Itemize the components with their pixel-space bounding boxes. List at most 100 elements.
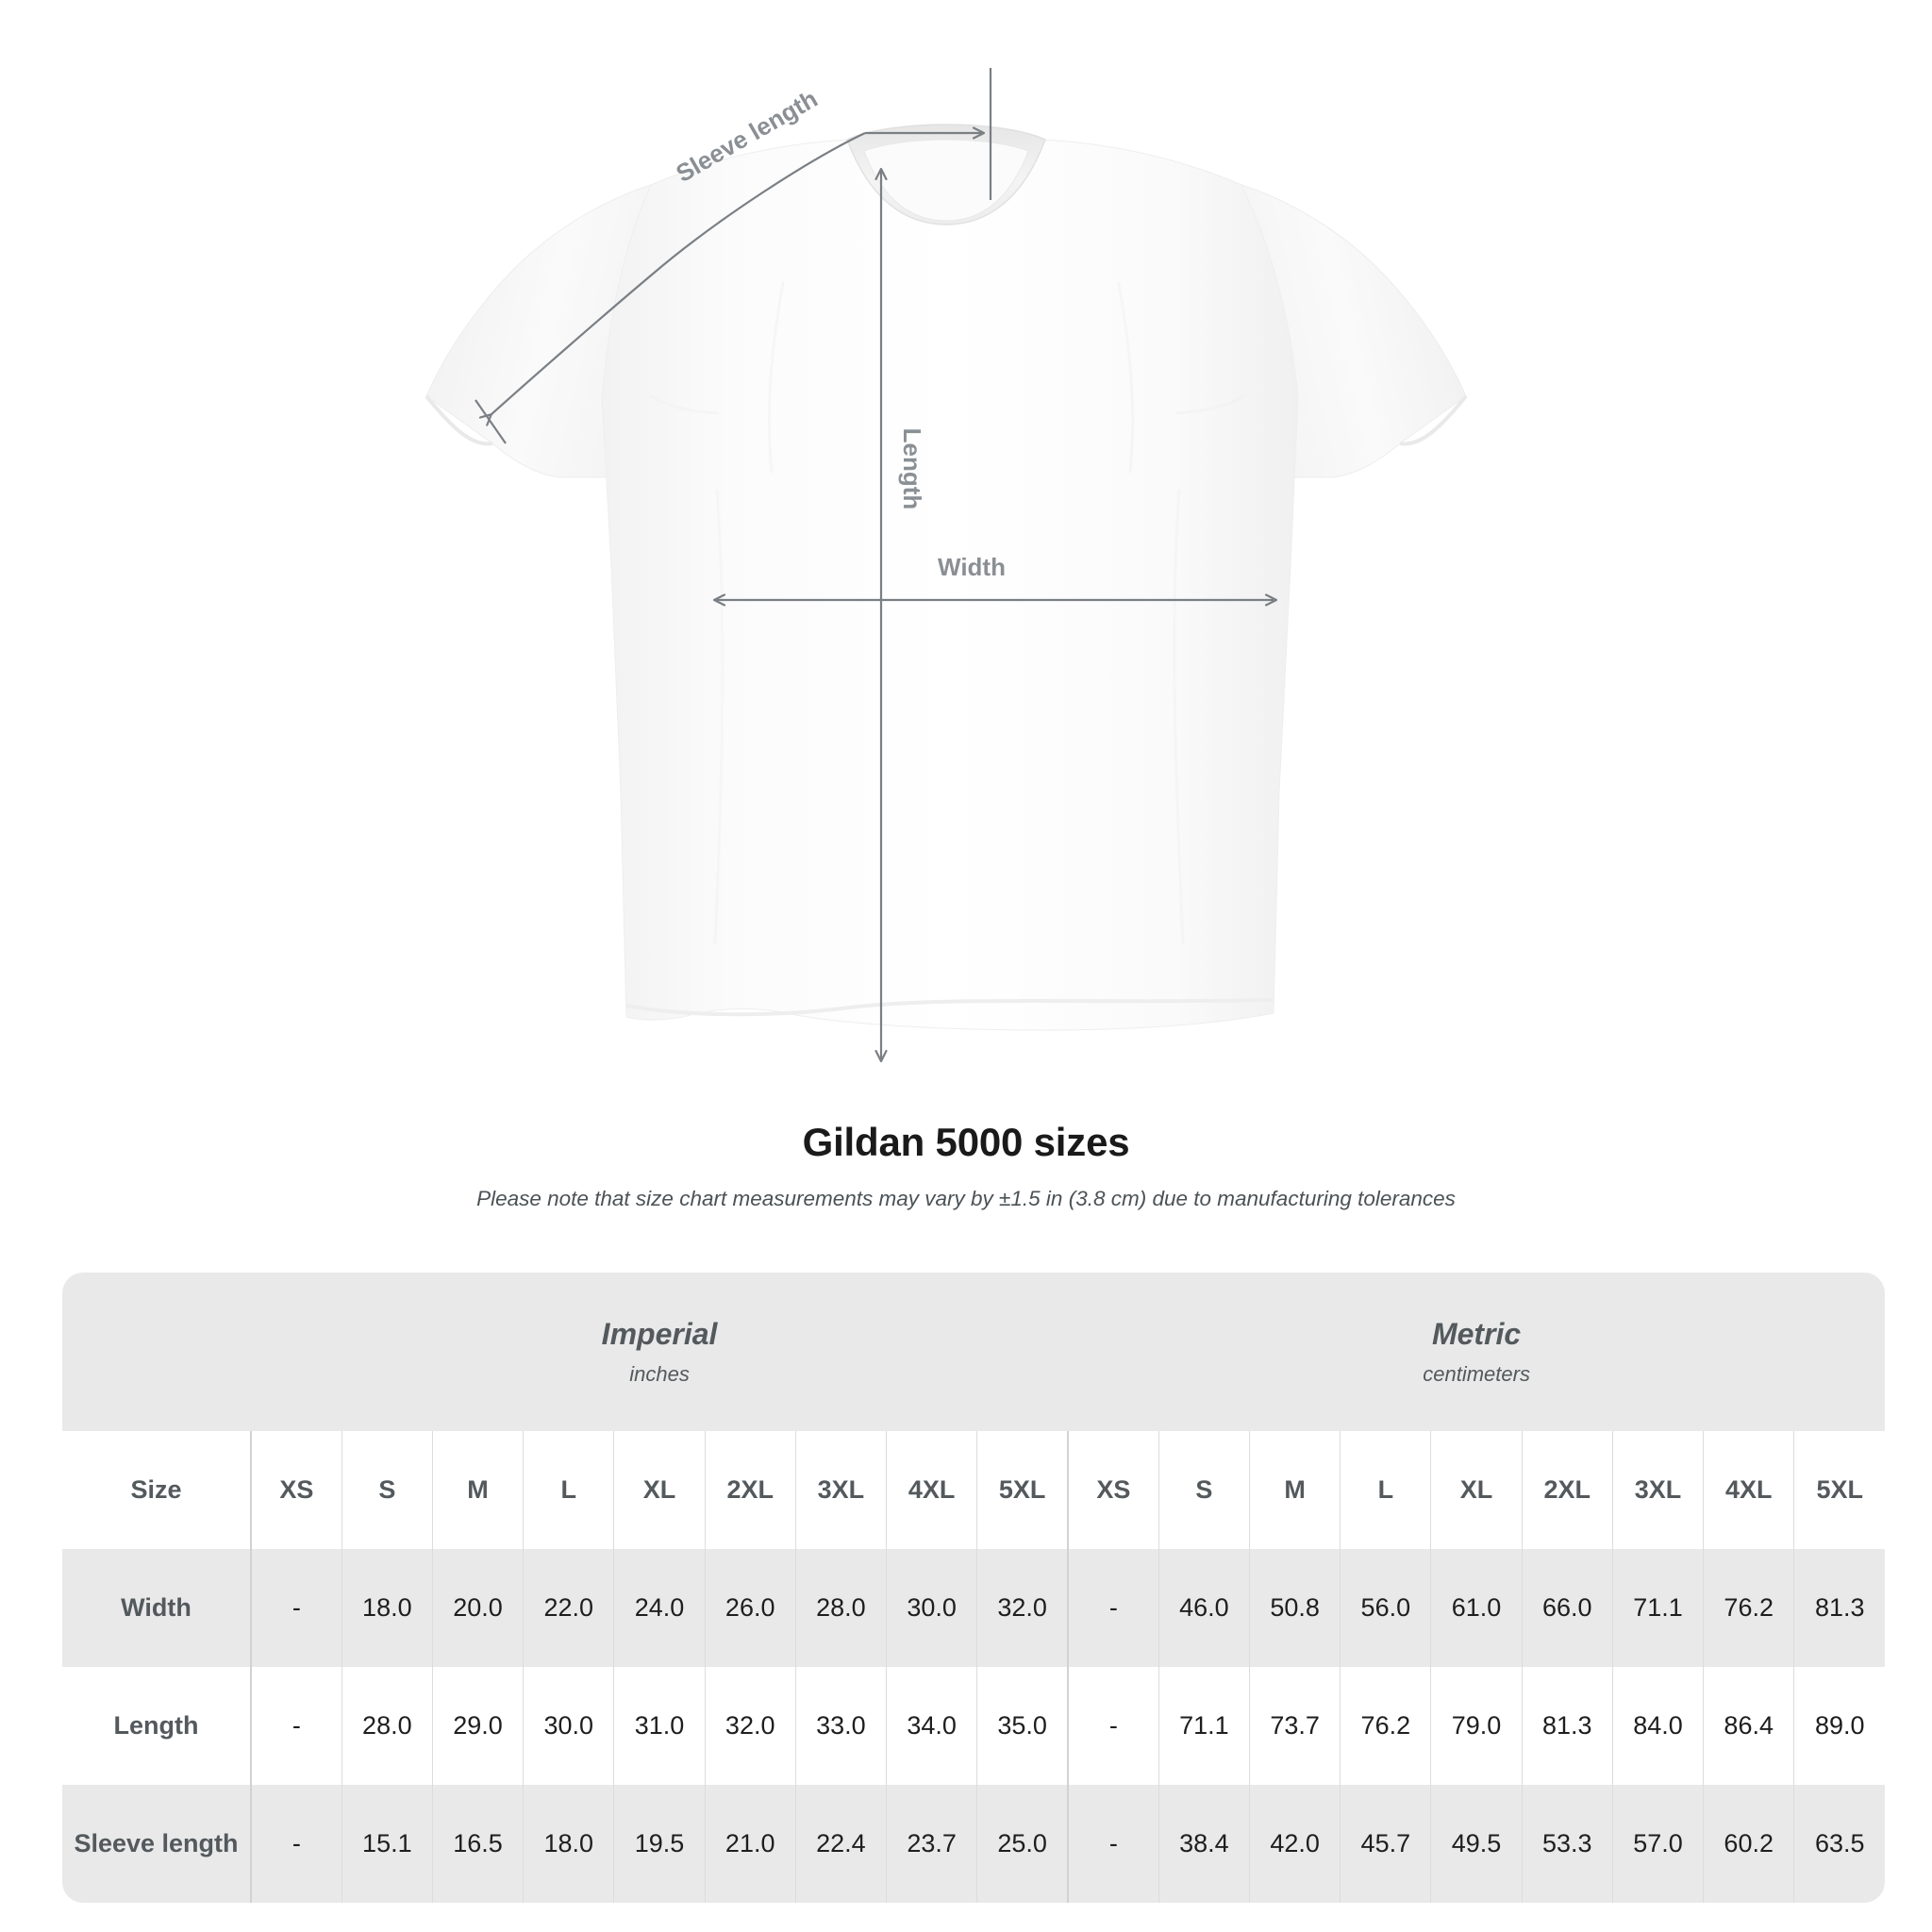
cell-width-metric-2xl: 66.0 <box>1521 1549 1613 1667</box>
size-header-imperial-5xl: 5XL <box>976 1431 1069 1549</box>
cell-length-imperial-xl: 31.0 <box>613 1667 706 1785</box>
cell-sleeve-length-metric-l: 45.7 <box>1340 1785 1431 1903</box>
size-header-metric-l: L <box>1340 1431 1431 1549</box>
cell-width-metric-l: 56.0 <box>1340 1549 1431 1667</box>
row-label-width: Width <box>62 1549 251 1667</box>
cell-sleeve-length-metric-s: 38.4 <box>1158 1785 1250 1903</box>
tshirt-illustration: Sleeve length Length Width <box>425 68 1468 1123</box>
cell-sleeve-length-metric-4xl: 60.2 <box>1703 1785 1794 1903</box>
size-header-imperial-m: M <box>431 1431 524 1549</box>
unit-banner-spacer <box>62 1273 251 1431</box>
cell-length-metric-m: 73.7 <box>1248 1667 1341 1785</box>
size-header-row: Size XS S M L XL 2XL 3XL 4XL 5XL XS S M L XL 2XL 3XL 4XL 5… <box>62 1431 1886 1549</box>
cell-length-imperial-5xl: 35.0 <box>976 1667 1069 1785</box>
cell-length-metric-l: 76.2 <box>1340 1667 1431 1785</box>
cell-width-imperial-s: 18.0 <box>341 1549 433 1667</box>
size-header-metric-5xl: 5XL <box>1793 1431 1886 1549</box>
size-header-metric-3xl: 3XL <box>1611 1431 1704 1549</box>
cell-width-metric-4xl: 76.2 <box>1703 1549 1794 1667</box>
cell-width-imperial-4xl: 30.0 <box>886 1549 977 1667</box>
cell-sleeve-length-imperial-5xl: 25.0 <box>976 1785 1069 1903</box>
cell-width-imperial-m: 20.0 <box>431 1549 524 1667</box>
tshirt-body <box>601 139 1299 1031</box>
cell-sleeve-length-metric-m: 42.0 <box>1248 1785 1341 1903</box>
unit-banner-metric: Metric centimeters <box>1068 1273 1886 1431</box>
cell-length-metric-4xl: 86.4 <box>1703 1667 1794 1785</box>
cell-length-metric-xs: - <box>1067 1667 1159 1785</box>
cell-width-imperial-2xl: 26.0 <box>704 1549 796 1667</box>
size-header-metric-xs: XS <box>1067 1431 1159 1549</box>
cell-width-imperial-3xl: 28.0 <box>794 1549 887 1667</box>
cell-length-imperial-4xl: 34.0 <box>886 1667 977 1785</box>
row-label-sleeve-length: Sleeve length <box>62 1785 251 1903</box>
size-header-metric-xl: XL <box>1430 1431 1523 1549</box>
cell-length-metric-2xl: 81.3 <box>1521 1667 1613 1785</box>
sleeve-length-leader-line <box>491 132 866 415</box>
cell-length-metric-3xl: 84.0 <box>1611 1667 1704 1785</box>
size-header-metric-s: S <box>1158 1431 1250 1549</box>
size-header-imperial-3xl: 3XL <box>794 1431 887 1549</box>
cell-width-metric-5xl: 81.3 <box>1793 1549 1886 1667</box>
page-subtitle: Please note that size chart measurements… <box>476 1187 1456 1210</box>
table-row: Width -18.0 20.0 22.0 24.0 26.0 28.0 30.0 32.0-4… <box>62 1549 1886 1667</box>
cell-width-metric-xl: 61.0 <box>1430 1549 1523 1667</box>
cell-length-imperial-3xl: 33.0 <box>794 1667 887 1785</box>
cell-length-metric-xl: 79.0 <box>1430 1667 1523 1785</box>
size-header-imperial-s: S <box>341 1431 433 1549</box>
cell-sleeve-length-imperial-4xl: 23.7 <box>886 1785 977 1903</box>
cell-width-imperial-l: 22.0 <box>523 1549 614 1667</box>
cell-sleeve-length-imperial-s: 15.1 <box>341 1785 433 1903</box>
unit-subtitle: centimeters <box>1423 1362 1530 1386</box>
table-row: Sleeve length -15.1 16.5 18.0 19.5 21.0 22.4 23… <box>62 1785 1886 1903</box>
tshirt-left-sleeve-hem <box>425 394 493 446</box>
width-label: Width <box>938 553 1006 581</box>
sleeve-length-hem-tick <box>475 399 507 444</box>
size-header-imperial-2xl: 2XL <box>704 1431 796 1549</box>
size-chart-table: Imperial inches Metric centimeters Size XS S M L… <box>62 1273 1886 1903</box>
cell-length-metric-s: 71.1 <box>1158 1667 1250 1785</box>
cell-length-imperial-s: 28.0 <box>341 1667 433 1785</box>
size-header-imperial-l: L <box>523 1431 614 1549</box>
unit-subtitle: inches <box>629 1362 690 1386</box>
tshirt-fabric-folds <box>649 281 1245 945</box>
tshirt-garment <box>425 124 1468 1031</box>
unit-name: Metric <box>1431 1317 1522 1351</box>
cell-sleeve-length-metric-3xl: 57.0 <box>1611 1785 1704 1903</box>
size-header-metric-2xl: 2XL <box>1521 1431 1613 1549</box>
cell-width-metric-xs: - <box>1067 1549 1159 1667</box>
cell-width-imperial-xs: - <box>249 1549 342 1667</box>
length-label: Length <box>898 428 926 510</box>
page-title: Gildan 5000 sizes <box>802 1120 1130 1164</box>
size-header-imperial-xl: XL <box>613 1431 706 1549</box>
cell-length-imperial-l: 30.0 <box>523 1667 614 1785</box>
cell-sleeve-length-metric-2xl: 53.3 <box>1521 1785 1613 1903</box>
cell-sleeve-length-imperial-xs: - <box>249 1785 342 1903</box>
unit-banner-row: Imperial inches Metric centimeters <box>62 1273 1886 1431</box>
unit-name: Imperial <box>601 1317 718 1351</box>
cell-length-imperial-m: 29.0 <box>431 1667 524 1785</box>
cell-width-imperial-xl: 24.0 <box>613 1549 706 1667</box>
table-row: Length -28.0 29.0 30.0 31.0 32.0 33.0 34.0 35.0-… <box>62 1667 1886 1785</box>
cell-length-imperial-xs: - <box>249 1667 342 1785</box>
size-header-imperial-xs: XS <box>249 1431 342 1549</box>
column-header-size: Size <box>62 1431 251 1549</box>
tshirt-right-sleeve-hem <box>1399 394 1468 446</box>
cell-sleeve-length-imperial-l: 18.0 <box>523 1785 614 1903</box>
cell-sleeve-length-metric-xl: 49.5 <box>1430 1785 1523 1903</box>
measurement-annotations <box>475 68 1275 1060</box>
cell-sleeve-length-metric-5xl: 63.5 <box>1793 1785 1886 1903</box>
tshirt-diagram-panel: Sleeve length Length Width <box>425 68 1468 1123</box>
cell-width-metric-m: 50.8 <box>1248 1549 1341 1667</box>
size-header-imperial-4xl: 4XL <box>886 1431 977 1549</box>
size-header-metric-m: M <box>1248 1431 1341 1549</box>
cell-sleeve-length-imperial-2xl: 21.0 <box>704 1785 796 1903</box>
cell-sleeve-length-imperial-3xl: 22.4 <box>794 1785 887 1903</box>
size-chart-table-wrapper: Imperial inches Metric centimeters Size XS S M L… <box>62 1273 1886 1903</box>
unit-banner-imperial: Imperial inches <box>251 1273 1069 1431</box>
cell-length-metric-5xl: 89.0 <box>1793 1667 1886 1785</box>
cell-width-imperial-5xl: 32.0 <box>976 1549 1069 1667</box>
title-block: Gildan 5000 sizes Please note that size … <box>0 1123 1932 1211</box>
cell-width-metric-3xl: 71.1 <box>1611 1549 1704 1667</box>
cell-length-imperial-2xl: 32.0 <box>704 1667 796 1785</box>
cell-width-metric-s: 46.0 <box>1158 1549 1250 1667</box>
